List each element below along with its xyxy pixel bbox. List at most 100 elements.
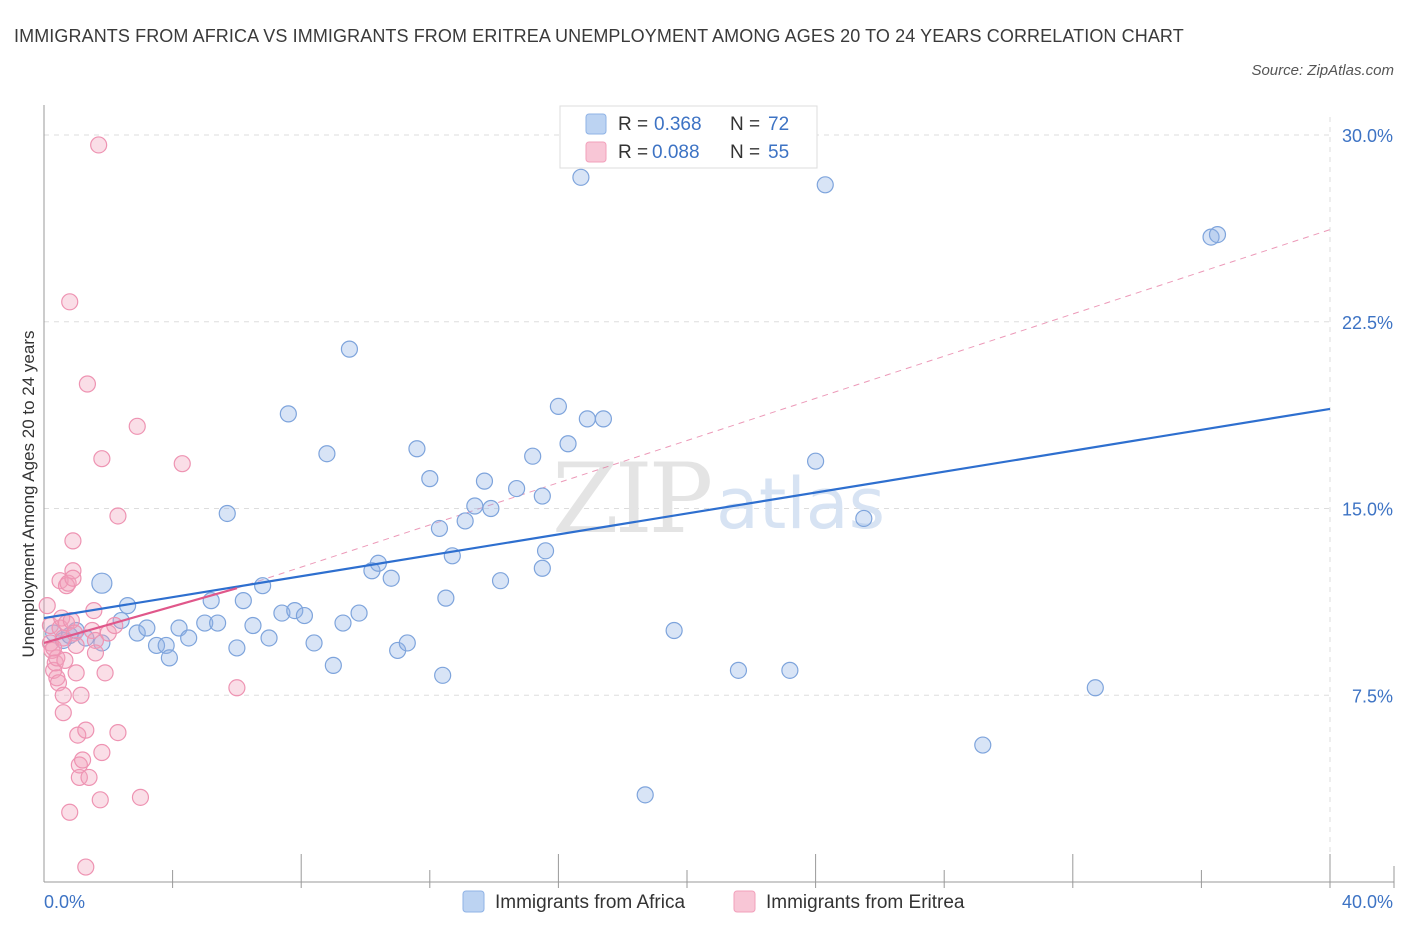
eritrea-point-48	[128, 417, 146, 435]
africa-point-37	[382, 569, 400, 587]
eritrea-point-30	[72, 686, 90, 704]
watermark-zip: ZIP	[552, 443, 711, 555]
legend-africa-r-label: R =	[618, 114, 648, 135]
eritrea-point-13	[54, 686, 72, 704]
eritrea-point-40	[91, 791, 109, 809]
africa-point-22	[244, 616, 262, 635]
africa-points	[45, 168, 1227, 804]
africa-point-21	[234, 592, 252, 610]
africa-point-41	[421, 470, 439, 488]
grid-lines	[44, 117, 1331, 882]
africa-point-10	[138, 619, 156, 637]
africa-point-62	[665, 621, 683, 640]
x-tick-label-max: 40.0%	[1342, 892, 1393, 912]
africa-point-46	[456, 512, 474, 530]
eritrea-point-52	[86, 644, 105, 662]
eritrea-trend-extension	[236, 229, 1331, 589]
africa-point-71	[1208, 226, 1227, 244]
africa-point-31	[324, 656, 342, 674]
africa-point-44	[437, 589, 455, 607]
eritrea-point-38	[86, 631, 105, 650]
axes	[43, 105, 1395, 888]
africa-point-55	[533, 487, 551, 505]
eritrea-point-21	[64, 532, 82, 550]
africa-point-18	[209, 614, 227, 632]
eritrea-trend-dashed	[236, 229, 1331, 589]
africa-point-20	[228, 639, 246, 657]
africa-point-51	[508, 479, 526, 498]
africa-point-64	[781, 661, 799, 679]
africa-point-57	[559, 435, 577, 453]
africa-trend	[43, 407, 1331, 620]
eritrea-point-39	[90, 136, 108, 154]
eritrea-point-18	[61, 293, 79, 311]
eritrea-trend	[43, 587, 238, 645]
africa-point-43	[434, 666, 452, 684]
africa-point-54	[536, 542, 555, 560]
legend-eritrea-r-value: 0.088	[652, 142, 700, 163]
bottom-legend-swatch-eritrea	[733, 890, 756, 913]
bottom-legend-eritrea: Immigrants from Eritrea	[766, 892, 965, 913]
y-axis-label: Unemployment Among Ages 20 to 24 years	[19, 331, 38, 658]
africa-point-32	[334, 614, 352, 632]
legend-swatch-eritrea	[585, 141, 607, 163]
legend-africa-n-label: N =	[730, 114, 760, 135]
legend-eritrea-n-label: N =	[730, 142, 760, 163]
africa-point-28	[295, 606, 314, 625]
africa-point-63	[729, 661, 748, 679]
legend-africa-r-value: 0.368	[654, 114, 702, 135]
africa-point-48	[475, 472, 494, 490]
eritrea-point-46	[109, 507, 127, 525]
eritrea-trend-line	[43, 587, 238, 645]
eritrea-point-28	[70, 768, 88, 787]
africa-point-56	[549, 397, 568, 416]
africa-point-40	[408, 440, 426, 458]
africa-point-39	[398, 634, 416, 652]
africa-point-50	[491, 572, 510, 590]
africa-point-15	[180, 629, 198, 647]
eritrea-point-42	[93, 743, 111, 762]
y-tick-label-0: 7.5%	[1352, 686, 1393, 706]
chart-title: IMMIGRANTS FROM AFRICA VS IMMIGRANTS FRO…	[14, 26, 1184, 46]
y-tick-label-1: 15.0%	[1342, 500, 1393, 520]
eritrea-point-33	[77, 721, 95, 739]
africa-point-24	[260, 629, 278, 647]
source-credit: Source: ZipAtlas.com	[1251, 62, 1394, 79]
eritrea-point-34	[78, 375, 97, 393]
series-legend: Immigrants from Africa Immigrants from E…	[462, 890, 965, 913]
africa-point-27	[286, 601, 304, 620]
africa-point-47	[466, 497, 484, 515]
africa-point-13	[160, 649, 178, 667]
africa-point-68	[974, 736, 992, 754]
eritrea-point-41	[93, 450, 111, 468]
africa-point-25	[273, 604, 291, 622]
legend-swatch-africa	[585, 113, 607, 135]
y-tick-label-2: 22.5%	[1342, 313, 1393, 333]
stats-legend: R = 0.368 N = 72 R = 0.088 N = 55	[559, 105, 818, 169]
africa-point-65	[806, 452, 825, 470]
legend-eritrea-r-label: R =	[618, 142, 648, 163]
africa-point-59	[578, 410, 596, 428]
africa-point-60	[594, 410, 613, 428]
africa-point-34	[350, 604, 368, 622]
eritrea-point-49	[131, 788, 150, 806]
eritrea-point-53	[56, 651, 74, 669]
eritrea-point-43	[96, 664, 114, 682]
africa-point-58	[572, 168, 590, 186]
africa-point-29	[305, 634, 323, 652]
africa-point-16	[196, 614, 214, 632]
africa-point-9	[128, 624, 146, 642]
africa-point-61	[636, 786, 654, 804]
africa-point-67	[855, 509, 873, 528]
africa-point-66	[816, 176, 834, 194]
eritrea-point-19	[61, 803, 79, 821]
eritrea-point-25	[67, 664, 85, 682]
eritrea-point-50	[173, 455, 191, 473]
africa-point-69	[1086, 679, 1104, 697]
africa-point-42	[430, 519, 449, 538]
africa-point-19	[218, 504, 236, 523]
bottom-legend-africa: Immigrants from Africa	[495, 892, 685, 913]
x-tick-label-min: 0.0%	[44, 892, 85, 912]
eritrea-point-51	[228, 679, 246, 697]
